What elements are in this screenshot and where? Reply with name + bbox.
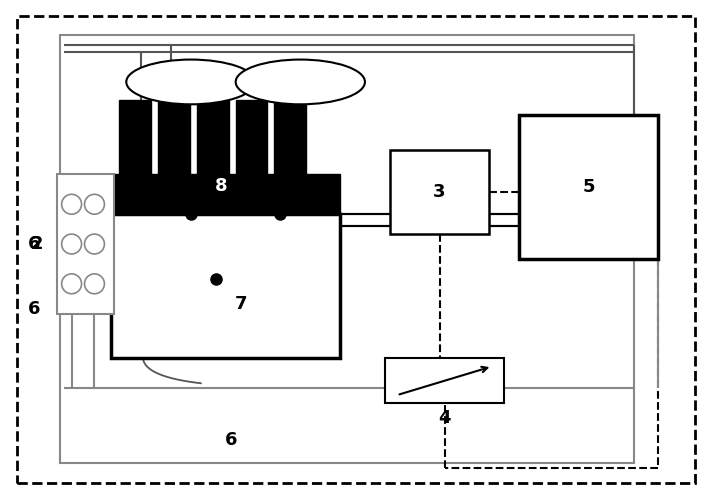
Text: 3: 3 [434, 183, 446, 201]
Bar [385, 358, 504, 403]
Circle shape [62, 234, 82, 254]
Circle shape [85, 234, 105, 254]
Bar [60, 35, 634, 463]
Bar [519, 115, 659, 259]
Bar [236, 100, 268, 175]
Text: 6: 6 [28, 300, 40, 318]
Bar [111, 214, 340, 358]
Bar [197, 100, 229, 175]
Text: 7: 7 [234, 295, 247, 313]
Text: 1: 1 [189, 197, 202, 215]
Text: 4: 4 [439, 409, 451, 427]
Bar [274, 100, 306, 175]
Text: 2: 2 [31, 235, 43, 253]
Bar [158, 100, 190, 175]
Bar [111, 175, 340, 214]
Text: 5: 5 [582, 178, 595, 196]
Ellipse shape [236, 59, 365, 104]
Bar [57, 175, 115, 314]
Circle shape [85, 194, 105, 214]
Bar [120, 100, 151, 175]
Circle shape [62, 274, 82, 294]
Bar [389, 150, 489, 234]
Text: 8: 8 [214, 177, 227, 195]
Circle shape [62, 194, 82, 214]
Text: 6: 6 [224, 431, 237, 449]
Circle shape [85, 274, 105, 294]
Text: 6: 6 [28, 235, 40, 253]
Ellipse shape [126, 59, 256, 104]
